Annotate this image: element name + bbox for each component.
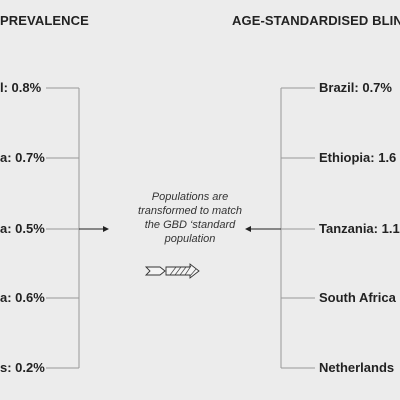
left-label-2: a: 0.7% [0, 150, 45, 165]
center-note-line-4: population [164, 233, 216, 245]
right-label-tanzania: Tanzania: 1.1 [319, 221, 400, 236]
right-arrow [245, 226, 281, 232]
left-label-5: s: 0.2% [0, 360, 45, 375]
right-label-ethiopia: Ethiopia: 1.6 [319, 150, 397, 165]
transform-arrow-icon [144, 263, 200, 279]
right-header: AGE-STANDARDISED BLIN [232, 13, 400, 28]
center-note-line-2: transformed to match [138, 205, 242, 217]
center-note: Populations are transformed to match the… [110, 190, 270, 246]
right-bracket [280, 87, 315, 369]
left-arrow [79, 226, 109, 232]
right-label-brazil: Brazil: 0.7% [319, 80, 392, 95]
right-label-south-africa: South Africa [319, 290, 396, 305]
left-label-4: a: 0.6% [0, 290, 45, 305]
center-note-line-1: Populations are [151, 191, 229, 203]
center-note-line-3: the GBD ‘standard [144, 219, 236, 231]
left-bracket [46, 87, 80, 369]
right-label-netherlands: Netherlands [319, 360, 395, 375]
left-label-3: a: 0.5% [0, 221, 45, 236]
left-header: PREVALENCE [0, 13, 89, 28]
left-label-1: l: 0.8% [0, 80, 42, 95]
